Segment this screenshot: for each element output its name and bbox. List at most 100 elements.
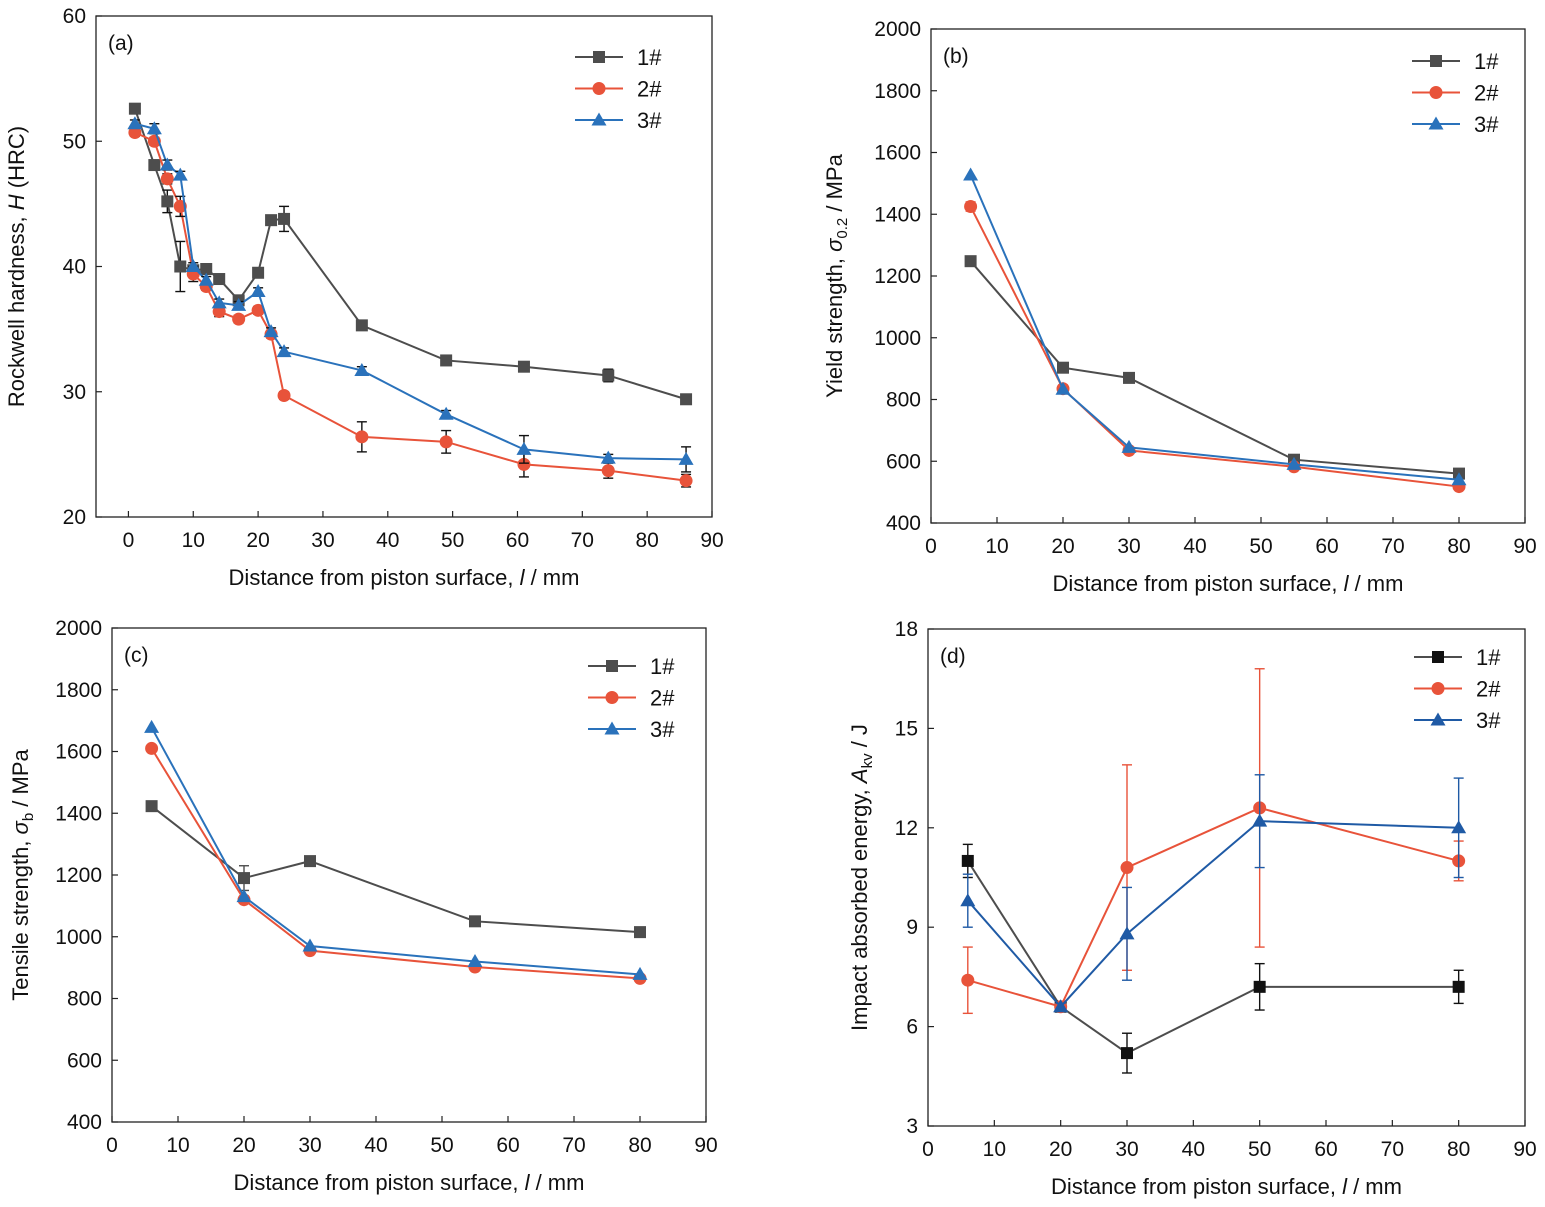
data-point [354,362,370,376]
y-tick-label: 2000 [55,617,102,640]
series-2 [964,200,1466,494]
plot-frame [927,628,1526,1127]
data-point [304,855,316,868]
x-tick-label: 20 [1049,1138,1072,1161]
x-tick-label: 80 [635,529,658,552]
x-tick-label: 30 [298,1134,321,1157]
data-point [212,305,226,319]
data-point [185,259,201,272]
x-tick-label: 80 [628,1134,651,1157]
data-point [961,854,974,867]
x-tick-label: 70 [1381,535,1404,558]
chart-panel-2: 0 10 20 30 40 50 60 70 80 90 400 600 800 1000 1200 1400… [822,18,1537,596]
data-point [961,973,975,987]
x-tick-label: 30 [1117,535,1140,558]
y-axis-title: Rockwell hardness, H (HRC) [4,126,29,407]
x-tick-label: 30 [311,529,334,552]
legend-label: 2# [637,77,662,102]
data-point [148,159,161,172]
y-tick-label: 1800 [874,80,921,103]
legend-label: 1# [650,654,675,679]
data-point [172,167,188,181]
data-point [517,360,530,373]
legend-marker [1432,651,1444,663]
series-2 [128,125,693,488]
y-tick-label: 1400 [874,203,921,226]
legend: 1# 2# 3# [1412,49,1499,137]
data-point [159,157,175,171]
data-point [1253,980,1266,993]
y-tick-label: 2000 [874,18,921,41]
x-tick-label: 90 [700,529,723,552]
data-point [1053,999,1069,1013]
x-tick-label: 40 [1182,1138,1205,1161]
x-tick-label: 0 [925,535,937,558]
x-tick-label: 60 [496,1134,519,1157]
y-tick-label: 12 [895,817,918,840]
data-point [232,312,246,326]
x-tick-label: 70 [1381,1138,1404,1161]
data-point [145,741,159,755]
chart-panel-3: 0 10 20 30 40 50 60 70 80 90 400 600 800 1000 1200 1400… [8,617,718,1195]
data-point [602,369,615,382]
data-point [517,457,531,471]
y-tick-label: 1600 [874,142,921,165]
data-point [252,266,265,279]
y-tick-label: 15 [895,717,918,740]
data-point [128,102,141,115]
legend-label: 3# [1474,112,1499,137]
x-tick-label: 40 [364,1134,387,1157]
series-line [150,726,641,976]
series-2 [145,741,647,985]
x-tick-label: 90 [1513,535,1536,558]
x-tick-label: 60 [506,529,529,552]
legend-marker [605,691,619,704]
data-point [963,167,979,181]
legend-marker [1430,55,1442,67]
x-tick-label: 10 [985,535,1008,558]
x-tick-label: 10 [182,529,205,552]
x-tick-label: 60 [1314,1138,1337,1161]
series-3 [960,774,1467,1013]
x-tick-label: 30 [1115,1138,1138,1161]
series-1 [128,102,693,406]
legend-label: 3# [637,108,662,133]
series-line [133,108,687,401]
data-point [265,214,278,227]
x-tick-label: 70 [562,1134,585,1157]
series-line [969,174,1460,481]
data-point [127,116,143,130]
series-3 [144,719,648,980]
data-point [250,284,266,298]
data-point [960,893,976,907]
data-point [634,926,646,939]
data-point [1252,813,1268,827]
data-point [600,450,616,464]
series-line [969,260,1460,475]
legend-label: 3# [1476,708,1501,733]
data-point [1121,1047,1133,1060]
data-point [302,938,318,952]
series-1 [961,843,1465,1074]
legend: 1# 2# 3# [588,654,675,742]
data-point [355,319,368,332]
legend-marker [1430,712,1446,726]
y-tick-label: 60 [63,5,86,28]
x-tick-label: 50 [1249,535,1272,558]
series-line [134,122,687,461]
legend: 1# 2# 3# [1414,645,1501,733]
data-point [145,800,158,813]
data-point [278,212,291,225]
y-axis-title: Impact absorbed energy, Akv / J [847,724,876,1031]
data-point [1120,861,1134,875]
y-tick-label: 6 [906,1016,918,1039]
panel-label: (d) [940,645,966,668]
data-point [1451,472,1467,486]
legend-label: 1# [1476,645,1501,670]
y-tick-label: 20 [63,506,86,529]
legend-label: 1# [637,45,662,70]
legend-label: 3# [650,717,675,742]
data-point [678,451,694,465]
y-tick-label: 1800 [55,679,102,702]
data-point [964,255,977,268]
